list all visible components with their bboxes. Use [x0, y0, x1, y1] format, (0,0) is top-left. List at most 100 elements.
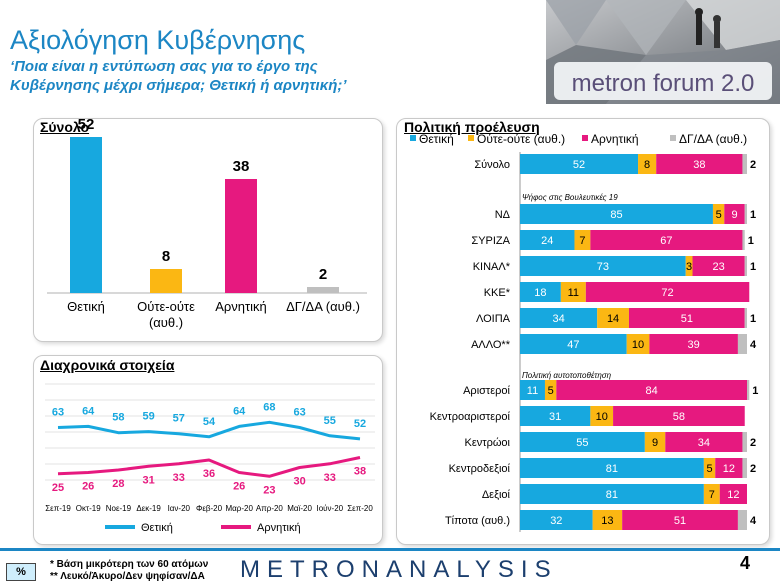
origin-segment-9-3	[742, 432, 747, 452]
origin-value-6-3: 4	[750, 339, 757, 351]
origin-segment-1-1	[712, 204, 725, 224]
origin-value-1-0: 85	[610, 209, 622, 221]
origin-segment-8-1	[590, 406, 614, 426]
origin-legend-swatch-2	[582, 135, 588, 141]
origin-value-11-2: 12	[727, 489, 739, 501]
trend-tick-label-6: Μαρ-20	[225, 504, 253, 513]
origin-segment-8-0	[520, 406, 591, 426]
origin-segment-10-2	[715, 458, 743, 478]
trend-tick-label-1: Οκτ-19	[76, 504, 101, 513]
trend-label-negative-1: 26	[82, 481, 94, 493]
brand-photo: metron forum 2.0	[546, 0, 780, 104]
origin-row-label-10: Κεντροδεξιοί	[449, 463, 511, 475]
origin-segment-5-0	[520, 308, 598, 328]
origin-value-2-2: 67	[660, 235, 672, 247]
origin-value-10-3: 2	[750, 463, 756, 475]
origin-segment-10-1	[703, 458, 716, 478]
trend-label-negative-10: 38	[354, 466, 366, 478]
origin-value-0-1: 8	[644, 159, 650, 171]
total-tick-label-0: Θετική	[67, 299, 105, 314]
origin-value-12-2: 51	[674, 515, 686, 527]
origin-value-8-0: 31	[549, 411, 561, 423]
origin-value-11-0: 81	[606, 489, 618, 501]
origin-row-label-6: ΑΛΛΟ**	[471, 339, 511, 351]
page-subtitle: ‘Ποια είναι η εντύπωση σας για το έργο τ…	[10, 58, 347, 94]
origin-section-label-0: Ψήφος στις Βουλευτικές 19	[522, 193, 618, 202]
origin-segment-2-2	[590, 230, 743, 250]
percent-badge: %	[6, 563, 36, 581]
origin-legend-label-2: Αρνητική	[591, 132, 639, 146]
origin-segment-3-1	[685, 256, 693, 276]
origin-value-10-2: 12	[723, 463, 735, 475]
origin-value-9-2: 34	[698, 437, 710, 449]
origin-value-4-1: 11	[568, 287, 579, 299]
origin-segment-7-2	[556, 380, 747, 400]
trend-label-negative-7: 23	[263, 484, 275, 496]
origin-segment-7-1	[544, 380, 557, 400]
trend-label-positive-3: 59	[142, 411, 154, 423]
trend-label-positive-4: 57	[173, 413, 185, 425]
origin-segment-9-0	[520, 432, 645, 452]
origin-legend-label-1: Ούτε-ούτε (αυθ.)	[477, 132, 565, 146]
origin-segment-9-1	[644, 432, 666, 452]
trend-label-positive-5: 54	[203, 416, 216, 428]
origin-value-7-1: 5	[548, 385, 554, 397]
origin-row-label-9: Κεντρώοι	[465, 437, 511, 449]
origin-legend-label-0: Θετική	[419, 132, 454, 146]
origin-segment-4-1	[560, 282, 586, 302]
origin-segment-3-0	[520, 256, 686, 276]
origin-segment-0-1	[638, 154, 657, 174]
origin-row-label-3: ΚΙΝΑΛ*	[473, 261, 511, 273]
total-tick-label-3: ΔΓ/ΔΑ (αυθ.)	[286, 299, 360, 314]
origin-value-1-3: 1	[750, 209, 756, 221]
trend-line-negative	[57, 456, 361, 478]
trend-label-negative-2: 28	[112, 478, 124, 490]
origin-legend-swatch-1	[468, 135, 474, 141]
trend-label-negative-0: 25	[52, 482, 64, 494]
trend-tick-label-7: Απρ-20	[256, 504, 284, 513]
total-bar-value-0: 52	[78, 118, 95, 133]
origin-segment-5-1	[597, 308, 629, 328]
total-bar-2	[225, 179, 257, 293]
origin-value-5-0: 34	[552, 313, 564, 325]
origin-row-label-0: Σύνολο	[474, 159, 510, 171]
origin-legend-swatch-0	[410, 135, 416, 141]
total-bar-1	[150, 269, 182, 293]
origin-value-12-3: 4	[750, 515, 757, 527]
origin-segment-1-2	[724, 204, 745, 224]
total-bar-3	[307, 287, 339, 293]
origin-segment-3-2	[692, 256, 745, 276]
origin-row-label-2: ΣΥΡΙΖΑ	[471, 235, 510, 247]
trend-label-positive-8: 63	[293, 406, 305, 418]
origin-value-5-3: 1	[750, 313, 756, 325]
trend-label-positive-1: 64	[82, 405, 95, 417]
metron-analysis-logo: METRONANALYSIS	[240, 556, 558, 583]
origin-value-3-1: 3	[686, 261, 692, 273]
origin-value-4-0: 18	[534, 287, 546, 299]
origin-value-3-2: 23	[713, 261, 725, 273]
origin-segment-7-0	[520, 380, 545, 400]
origin-segment-5-2	[628, 308, 745, 328]
origin-segment-5-3	[744, 308, 747, 328]
origin-segment-8-2	[613, 406, 745, 426]
page-title: Αξιολόγηση Κυβέρνησης	[10, 25, 306, 55]
origin-value-3-0: 73	[597, 261, 609, 273]
trend-label-positive-10: 52	[354, 418, 366, 430]
origin-value-5-2: 51	[681, 313, 693, 325]
origin-value-7-2: 84	[646, 385, 658, 397]
footnote-base: * Βάση μικρότερη των 60 ατόμων	[50, 559, 209, 570]
total-bar-chart: 52 8 38 2 Θετική Ούτε-ούτε (αυθ.) Αρνητική ΔΓ/ΔΑ…	[47, 118, 367, 330]
origin-value-8-1: 10	[596, 411, 608, 423]
origin-value-8-2: 58	[673, 411, 685, 423]
origin-row-label-1: ΝΔ	[495, 209, 511, 221]
total-bar-value-2: 38	[233, 158, 250, 175]
origin-stacked-chart: Θετική Ούτε-ούτε (αυθ.) Αρνητική ΔΓ/ΔΑ (αυθ…	[410, 132, 758, 532]
trend-label-negative-9: 33	[324, 472, 336, 484]
origin-segment-6-0	[520, 334, 627, 354]
origin-value-12-0: 32	[550, 515, 562, 527]
trend-label-positive-9: 55	[324, 415, 336, 427]
total-bar-value-3: 2	[319, 266, 327, 283]
origin-value-4-2: 72	[661, 287, 673, 299]
trend-tick-label-3: Δεκ-19	[136, 504, 161, 513]
trend-label-negative-3: 31	[142, 474, 154, 486]
